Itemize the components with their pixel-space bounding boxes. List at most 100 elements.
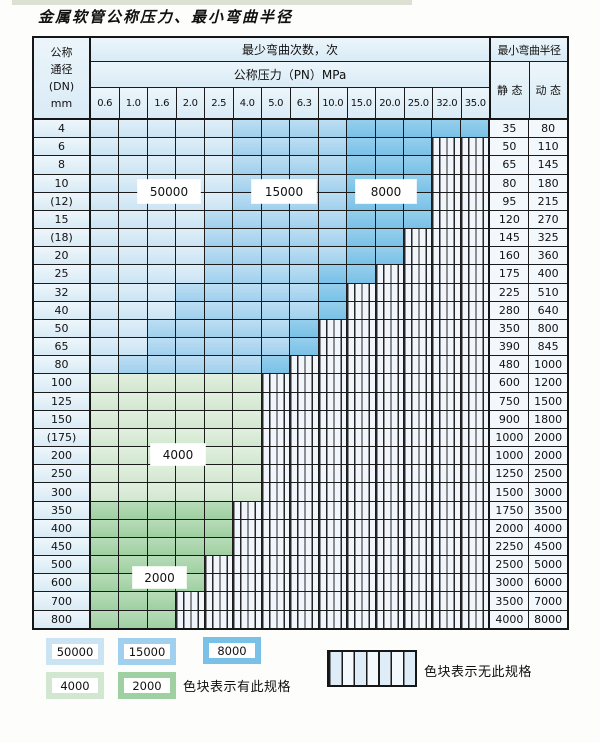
no-spec-cell: [403, 519, 433, 537]
dynamic-radius-cell: 4500: [529, 537, 567, 556]
header-dn-line: 通径: [50, 62, 73, 76]
no-spec-cell: [432, 138, 461, 156]
no-spec-cell: [290, 392, 319, 410]
spec-cell-g1: [147, 483, 177, 501]
no-spec-cell: [347, 447, 376, 465]
spec-cell-b2: [233, 301, 262, 319]
no-spec-cell: [290, 574, 319, 592]
spec-cell-b1: [176, 120, 205, 138]
spec-cell-b3: [460, 120, 491, 138]
spec-cell-g1: [91, 465, 120, 483]
no-spec-cell: [432, 192, 461, 210]
no-spec-cell: [432, 265, 461, 283]
cycle-count-label: 15000: [252, 180, 316, 203]
spec-cell-b2: [290, 247, 319, 265]
legend-no-spec-note: 色块表示无此规格: [424, 665, 533, 680]
no-spec-cell: [432, 156, 461, 174]
no-spec-cell: [318, 592, 348, 610]
no-spec-cell: [460, 556, 491, 574]
dynamic-radius-cell: 6000: [529, 574, 567, 592]
no-spec-cell: [261, 483, 291, 501]
spec-cell-b1: [119, 138, 148, 156]
table-row: 8 65 145: [34, 156, 567, 175]
no-spec-cell: [460, 483, 491, 501]
spec-cell-g2: [147, 501, 177, 519]
dn-cell: 50: [34, 319, 91, 338]
no-spec-cell: [403, 229, 433, 247]
spec-cell-b2: [290, 120, 319, 138]
no-spec-cell: [176, 592, 205, 610]
no-spec-cell: [460, 592, 491, 610]
pressure-tick: 1.6: [148, 88, 177, 118]
spec-cell-g1: [91, 483, 120, 501]
dn-cell: 600: [34, 574, 91, 592]
no-spec-cell: [375, 447, 404, 465]
no-spec-cell: [375, 574, 404, 592]
header-min-bend-cycles: 最少弯曲次数，次: [91, 38, 489, 62]
spec-cell-g2: [147, 592, 177, 610]
no-spec-cell: [403, 592, 433, 610]
no-spec-cell: [432, 410, 461, 428]
no-spec-cell: [290, 556, 319, 574]
no-spec-cell: [347, 483, 376, 501]
spec-cell-b2: [233, 247, 262, 265]
spec-cell-b1: [204, 138, 234, 156]
no-spec-cell: [347, 283, 376, 301]
spec-cell-g1: [91, 428, 120, 447]
static-radius-cell: 900: [490, 410, 530, 428]
spec-cell-b2: [204, 319, 234, 338]
header-nominal-pressure: 公称压力（PN）MPa: [91, 62, 489, 88]
no-spec-cell: [290, 428, 319, 447]
no-spec-cell: [460, 428, 491, 447]
no-spec-cell: [403, 356, 433, 374]
no-spec-cell: [347, 592, 376, 610]
no-spec-cell: [460, 537, 491, 556]
no-spec-cell: [347, 501, 376, 519]
no-spec-cell: [261, 610, 291, 628]
no-spec-cell: [318, 428, 348, 447]
table-row: 200 1000 2000: [34, 447, 567, 466]
table-row: 450 2250 4500: [34, 537, 567, 557]
spec-cell-b1: [91, 247, 120, 265]
no-spec-cell: [432, 574, 461, 592]
dynamic-radius-cell: 1200: [529, 374, 567, 392]
static-radius-cell: 390: [490, 338, 530, 356]
no-spec-cell: [233, 574, 262, 592]
spec-cell-b2: [290, 138, 319, 156]
pressure-tick: 32.0: [433, 88, 462, 118]
dn-cell: 100: [34, 374, 91, 392]
no-spec-cell: [403, 392, 433, 410]
dn-cell: 150: [34, 410, 91, 428]
pressure-tick: 6.3: [290, 88, 319, 118]
spec-cell-g1: [119, 410, 148, 428]
spec-cell-b2: [147, 319, 177, 338]
no-spec-cell: [403, 410, 433, 428]
spec-cell-g1: [147, 392, 177, 410]
no-spec-cell: [375, 301, 404, 319]
spec-cell-b3: [347, 265, 376, 283]
dynamic-radius-cell: 80: [529, 120, 567, 138]
spec-cell-b1: [91, 174, 120, 192]
dynamic-radius-cell: 3500: [529, 501, 567, 519]
static-radius-cell: 175: [490, 265, 530, 283]
pressure-tick: 25.0: [404, 88, 433, 118]
no-spec-cell: [403, 283, 433, 301]
spec-cell-b1: [176, 156, 205, 174]
spec-cell-b2: [233, 265, 262, 283]
spec-cell-b3: [403, 138, 433, 156]
no-spec-cell: [460, 174, 491, 192]
spec-cell-g1: [91, 392, 120, 410]
spec-cell-b2: [233, 156, 262, 174]
spec-cell-b1: [176, 138, 205, 156]
no-spec-cell: [375, 392, 404, 410]
static-radius-cell: 2000: [490, 519, 530, 537]
spec-cell-b1: [176, 229, 205, 247]
spec-cell-g1: [233, 465, 262, 483]
no-spec-cell: [347, 374, 376, 392]
spec-cell-b2: [233, 120, 262, 138]
no-spec-cell: [233, 592, 262, 610]
spec-cell-g1: [91, 447, 120, 465]
no-spec-cell: [375, 428, 404, 447]
table-row: 350 1750 3500: [34, 501, 567, 520]
header-static: 静 态: [491, 62, 530, 118]
